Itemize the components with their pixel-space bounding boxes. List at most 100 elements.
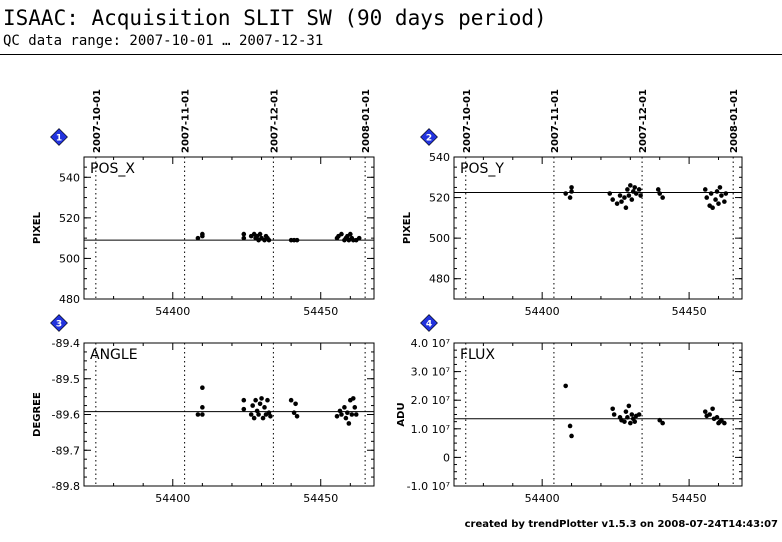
date-marker-label: 2007-10-01 <box>92 89 103 153</box>
data-point <box>266 237 272 243</box>
data-point <box>710 205 715 211</box>
y-tick-label: 0 <box>443 451 450 464</box>
data-point <box>257 231 263 237</box>
data-range-subtitle: QC data range: 2007-10-01 … 2007-12-31 <box>3 33 324 49</box>
data-point <box>294 413 300 419</box>
data-point <box>256 412 261 417</box>
data-point <box>569 185 574 190</box>
data-point <box>622 419 627 424</box>
data-point <box>563 191 568 196</box>
data-point <box>339 412 344 417</box>
data-point <box>200 231 205 237</box>
data-point <box>569 189 574 194</box>
y-tick-label: -1.0 10⁷ <box>407 480 450 493</box>
data-point <box>702 409 708 414</box>
data-point <box>241 397 247 403</box>
data-point <box>632 419 638 424</box>
badge-diamond <box>420 314 438 332</box>
y-tick-label: 480 <box>429 273 450 286</box>
data-point <box>262 405 267 410</box>
data-point <box>266 410 272 416</box>
y-axis-label: PIXEL <box>32 211 43 244</box>
badge-number: 2 <box>426 134 432 144</box>
panel-number-badge: 4 <box>420 314 438 332</box>
date-marker-label: 2008-01-01 <box>361 89 372 153</box>
x-tick-label: 54450 <box>303 492 338 505</box>
data-point <box>350 396 356 401</box>
data-point <box>704 195 710 200</box>
data-point <box>195 412 201 417</box>
data-point <box>626 403 632 409</box>
data-point <box>722 199 727 204</box>
data-point <box>716 201 721 206</box>
data-point <box>343 415 349 421</box>
data-point <box>607 191 613 196</box>
data-point <box>293 401 298 407</box>
plot-frame <box>83 156 375 300</box>
x-tick-label: 54400 <box>155 492 190 505</box>
data-point <box>719 417 724 423</box>
panel-label: ANGLE <box>90 347 138 363</box>
data-point <box>195 235 201 241</box>
panel-4: -1.0 10⁷ 0 1.0 10⁷ 2.0 10⁷ 3.0 10⁷ 4.0 10⁷ 544… <box>396 314 743 505</box>
data-point <box>253 397 258 403</box>
data-point <box>334 413 340 419</box>
data-point <box>337 408 343 414</box>
panel-number-badge: 1 <box>50 128 68 146</box>
y-tick-label: -89.7 <box>52 444 80 457</box>
data-point <box>655 187 661 192</box>
panel-2: 2007-10-01 2007-11-01 2007-12-01 2008-01-01… <box>402 89 743 318</box>
data-point <box>259 396 264 401</box>
data-point <box>636 412 642 417</box>
data-point <box>567 195 573 200</box>
badge-number: 4 <box>426 320 432 330</box>
data-point <box>714 189 720 194</box>
data-point <box>352 405 358 410</box>
data-point <box>714 415 720 420</box>
data-point <box>200 412 205 417</box>
data-point <box>702 187 708 192</box>
data-point <box>260 415 266 421</box>
data-point <box>200 405 205 410</box>
data-point <box>619 199 624 204</box>
data-point <box>629 197 635 202</box>
data-point <box>200 385 205 390</box>
data-point <box>241 231 247 237</box>
data-point <box>632 185 638 190</box>
x-tick-label: 54450 <box>672 492 707 505</box>
y-tick-label: 4.0 10⁷ <box>411 337 450 350</box>
data-point <box>288 397 294 403</box>
data-point <box>614 201 620 206</box>
x-tick-label: 54400 <box>525 305 560 318</box>
data-point <box>660 195 665 200</box>
data-point <box>626 193 632 198</box>
y-tick-label: 1.0 10⁷ <box>411 423 450 436</box>
date-marker-label: 2007-11-01 <box>550 89 561 153</box>
data-point <box>356 235 362 241</box>
y-axis-label: ADU <box>396 402 407 426</box>
plot-frame <box>83 342 375 487</box>
data-point <box>723 191 729 196</box>
badge-number: 1 <box>56 134 62 144</box>
panel-3: -89.8 -89.7 -89.6 -89.5 -89.4 54400 54450 ANGLE… <box>32 314 375 505</box>
data-point <box>346 421 352 426</box>
data-point <box>251 415 257 421</box>
panel-label: FLUX <box>460 347 495 363</box>
data-point <box>339 231 344 237</box>
data-point <box>250 403 255 408</box>
badge-diamond <box>420 128 438 146</box>
plot-frame <box>453 156 743 300</box>
data-point <box>349 412 355 417</box>
data-point <box>636 187 642 192</box>
data-point <box>722 420 727 426</box>
y-tick-label: -89.5 <box>52 373 80 386</box>
header-divider <box>0 54 782 55</box>
plot-frame <box>453 342 743 487</box>
data-point <box>342 405 347 410</box>
y-axis-label: DEGREE <box>32 392 43 437</box>
date-marker-label: 2007-11-01 <box>181 89 192 153</box>
data-point <box>719 193 724 198</box>
x-tick-label: 54450 <box>303 305 338 318</box>
x-tick-label: 54400 <box>155 305 190 318</box>
data-point <box>241 406 247 412</box>
